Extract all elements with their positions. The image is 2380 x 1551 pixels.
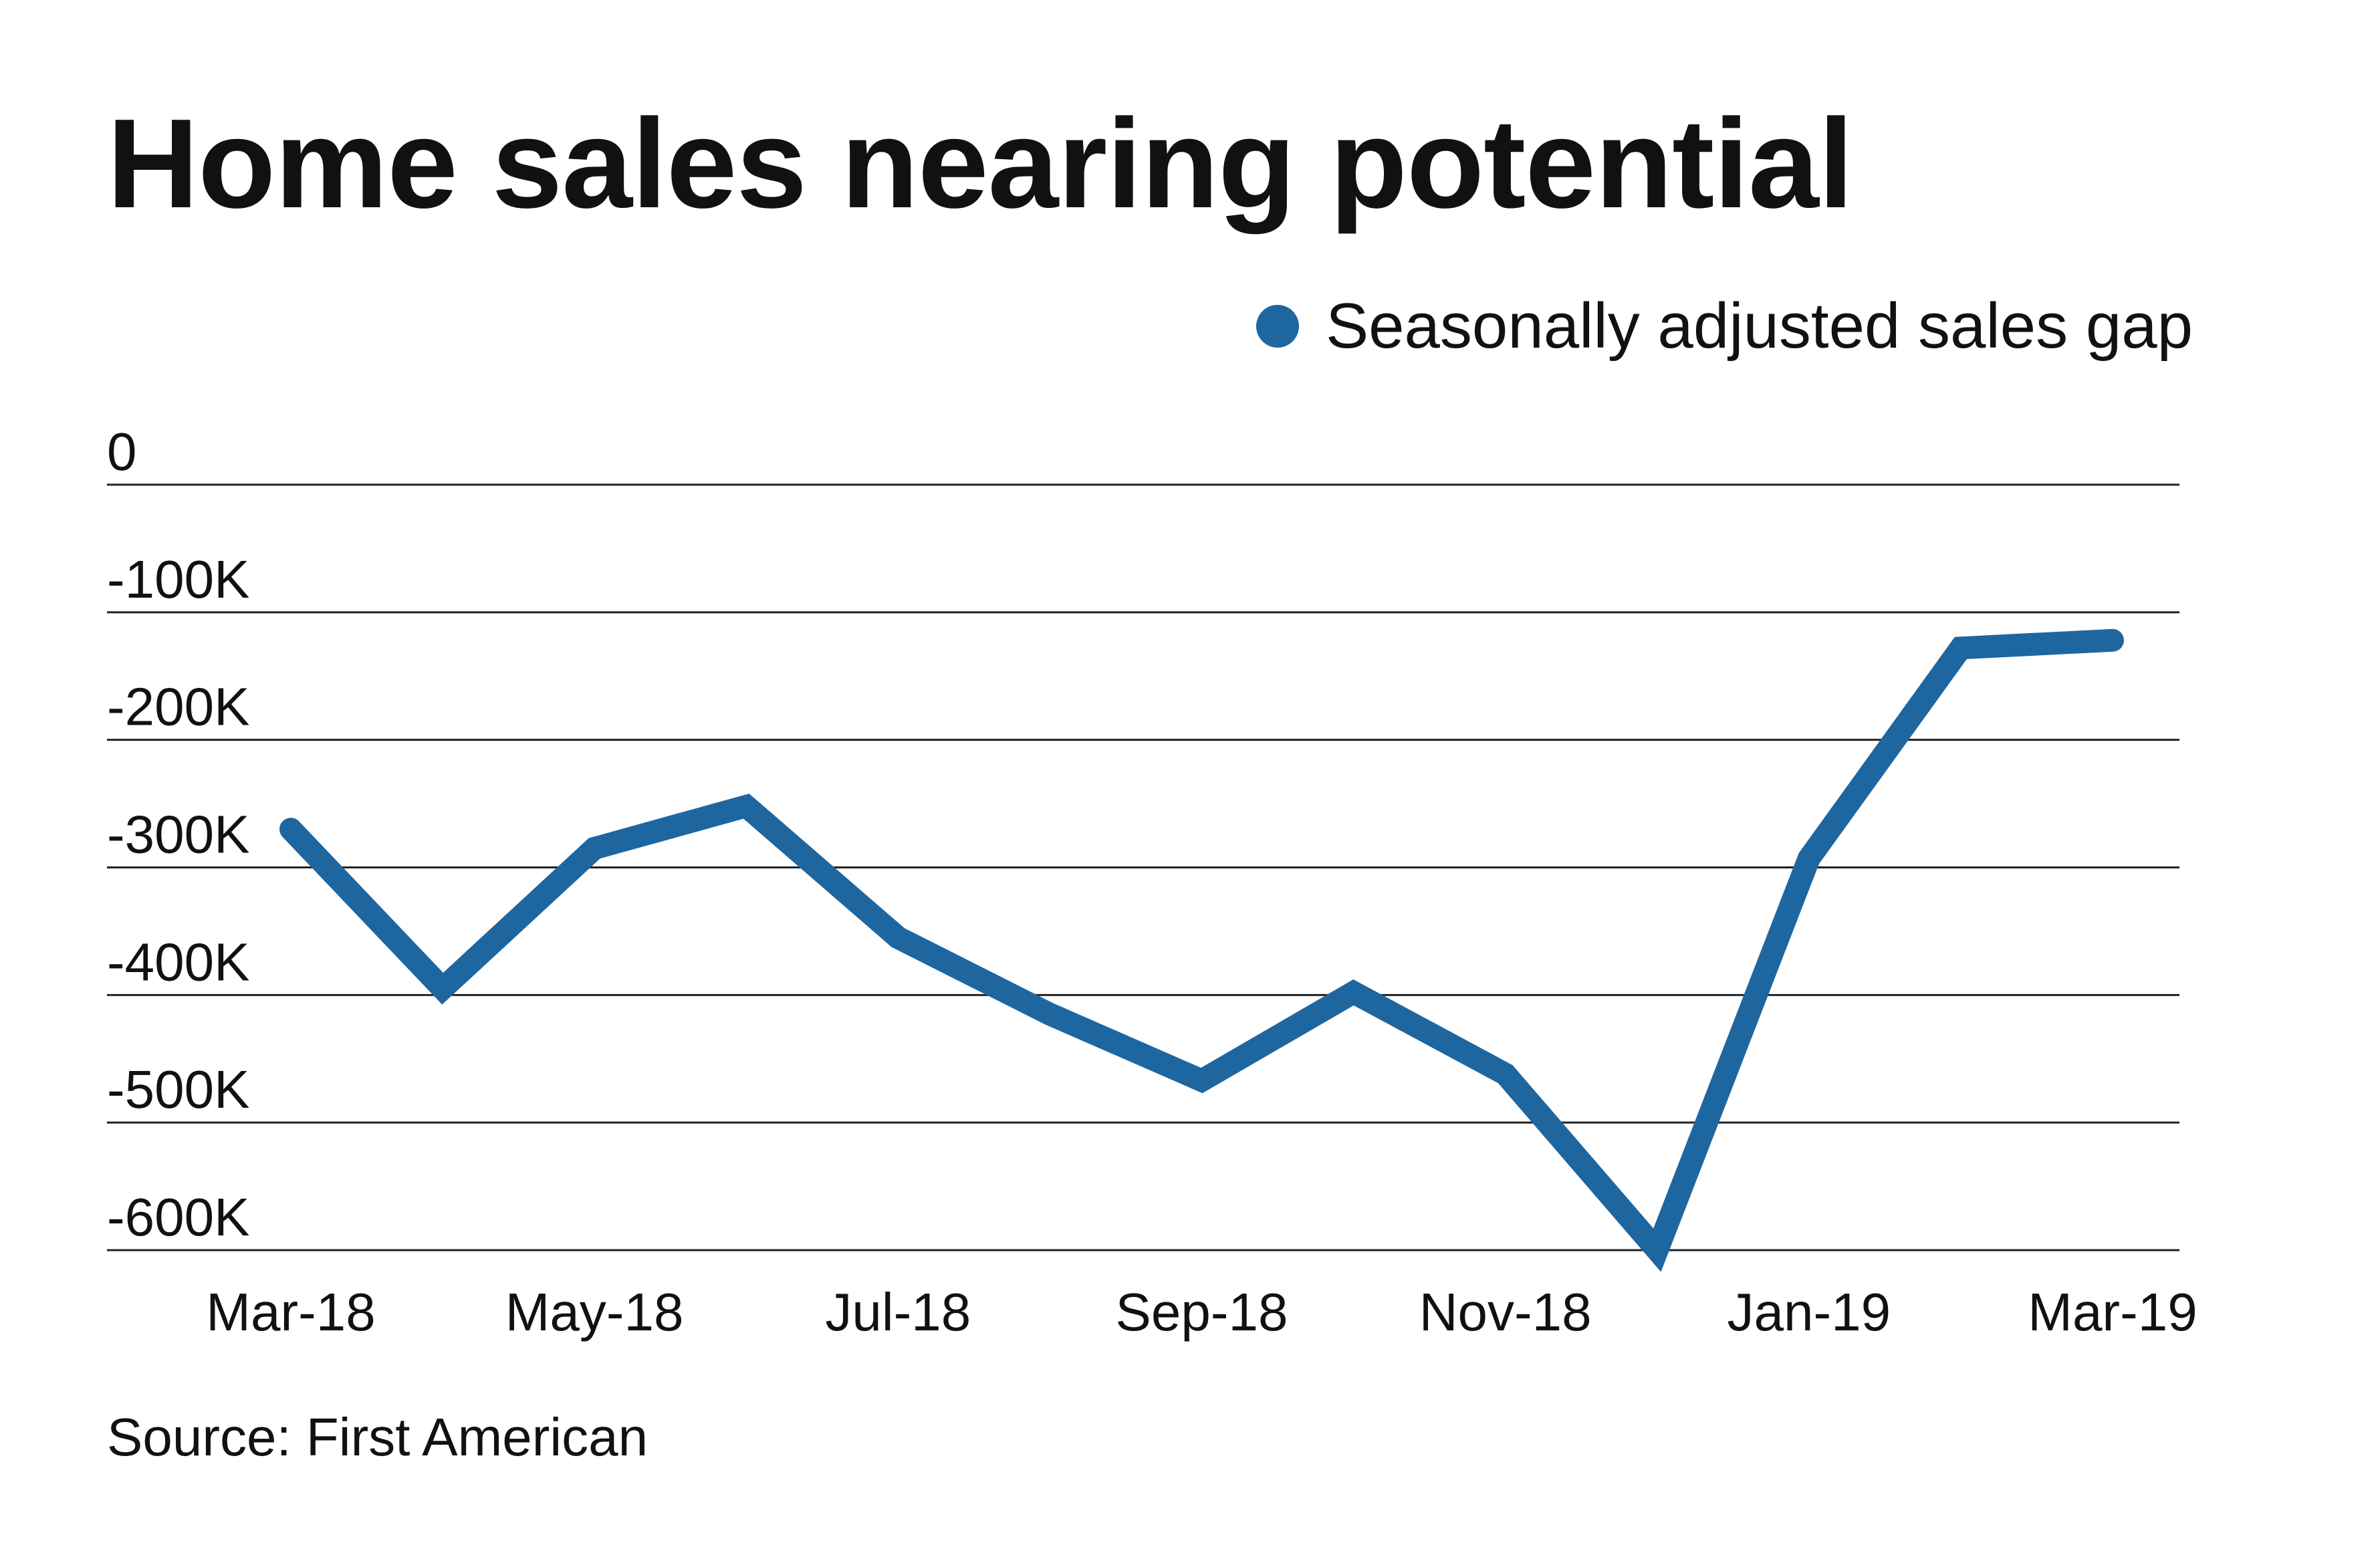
y-tick-label: -100K [107, 550, 249, 609]
y-tick-label: -500K [107, 1060, 249, 1119]
series-line [279, 628, 2124, 1272]
y-tick-label: -400K [107, 932, 249, 991]
x-tick-label: Jul-18 [825, 1282, 971, 1342]
chart-title: Home sales nearing potential [107, 93, 1854, 235]
gridlines [107, 483, 2179, 1251]
chart-legend: Seasonally adjusted sales gap [1256, 294, 2193, 358]
x-tick-label: May-18 [505, 1282, 684, 1342]
y-tick-label: 0 [107, 422, 137, 481]
y-tick-label: -200K [107, 677, 249, 737]
y-axis-tick-labels: 0 -100K -200K -300K -400K -500K -600K [107, 422, 249, 1247]
y-tick-label: -600K [107, 1187, 249, 1247]
y-tick-label: -300K [107, 805, 249, 864]
source-note: Source: First American [107, 1407, 648, 1467]
x-axis-tick-labels: Mar-18 May-18 Jul-18 Sep-18 Nov-18 Jan-19 Mar-… [206, 1282, 2197, 1342]
series-lines [279, 628, 2124, 1272]
x-tick-label: Sep-18 [1116, 1282, 1288, 1342]
x-tick-label: Mar-18 [206, 1282, 375, 1342]
x-tick-label: Jan-19 [1728, 1282, 1891, 1342]
x-tick-label: Nov-18 [1419, 1282, 1592, 1342]
legend-label: Seasonally adjusted sales gap [1326, 290, 2193, 362]
legend-marker [1256, 305, 1300, 348]
x-tick-label: Mar-19 [2028, 1282, 2197, 1342]
